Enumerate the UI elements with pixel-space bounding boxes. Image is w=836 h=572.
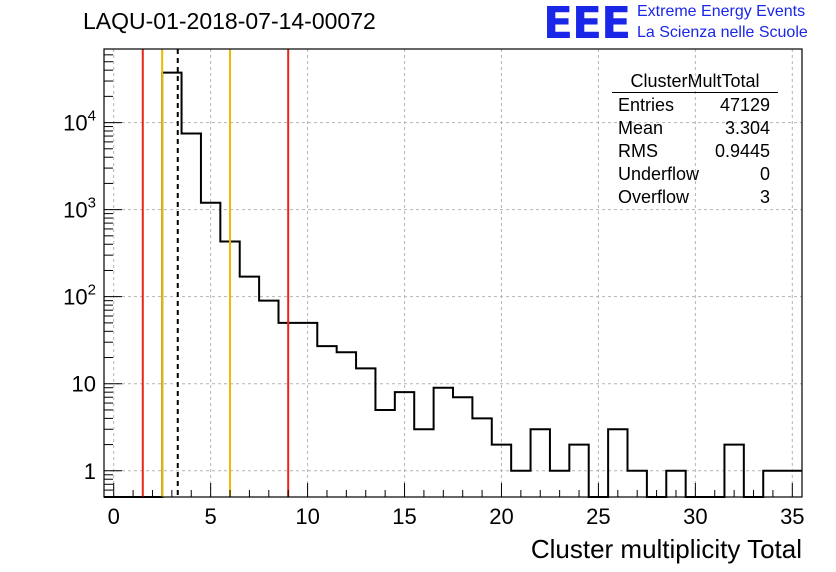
histogram-outline [104, 71, 802, 498]
x-tick-label: 20 [489, 504, 513, 529]
histogram-bin [472, 418, 491, 497]
histogram-bin [375, 410, 394, 497]
stats-label: Underflow [618, 164, 700, 184]
histogram-bin [434, 388, 453, 497]
histogram-bin [414, 429, 433, 497]
y-tick-label: 10 [72, 372, 96, 397]
x-tick-label: 15 [392, 504, 416, 529]
stats-box-name: ClusterMultTotal [612, 70, 778, 93]
stats-row-overflow: Overflow 3 [612, 186, 778, 209]
logo-line-2: La Scienza nelle Scuole [637, 24, 808, 41]
stats-label: RMS [618, 141, 658, 161]
stats-label: Overflow [618, 187, 690, 207]
x-tick-label: 5 [205, 504, 217, 529]
stats-value: 0 [759, 164, 770, 184]
stats-value: 3.304 [724, 118, 770, 138]
x-tick-label: 10 [295, 504, 319, 529]
histogram-bin [259, 301, 278, 497]
x-tick-label: 0 [108, 504, 120, 529]
stats-row-rms: RMS 0.9445 [612, 140, 778, 163]
stats-row-entries: Entries 47129 [612, 94, 778, 117]
stats-value: 0.9445 [714, 141, 770, 161]
y-tick-label: 102 [63, 282, 96, 310]
logo-line-1: Extreme Energy Events [637, 3, 806, 20]
plot-frame [103, 48, 803, 498]
histogram-bin [337, 352, 356, 497]
histogram-bin [356, 368, 375, 497]
stats-row-underflow: Underflow 0 [612, 163, 778, 186]
stats-row-mean: Mean 3.304 [612, 117, 778, 140]
y-tick-label: 1 [84, 459, 96, 484]
x-axis-title: Cluster multiplicity Total [530, 534, 802, 564]
y-tick-label: 103 [63, 195, 96, 223]
x-tick-label: 35 [780, 504, 804, 529]
stats-value: 47129 [719, 95, 770, 115]
stats-label: Entries [618, 95, 675, 115]
histogram-bin [453, 397, 472, 497]
stats-box: ClusterMultTotal Entries 47129 Mean 3.30… [612, 70, 778, 209]
eee-logo: EEE [543, 0, 631, 49]
histogram-bin [608, 429, 627, 497]
histogram-bin [317, 346, 336, 497]
y-tick-label: 104 [63, 108, 96, 136]
histogram-bin [240, 277, 259, 497]
histogram-bin [531, 429, 550, 497]
stats-value: 3 [759, 187, 770, 207]
x-tick-label: 25 [586, 504, 610, 529]
histogram-bin [182, 133, 201, 497]
stats-label: Mean [618, 118, 664, 138]
x-tick-label: 30 [683, 504, 707, 529]
chart-title: LAQU-01-2018-07-14-00072 [83, 8, 376, 34]
